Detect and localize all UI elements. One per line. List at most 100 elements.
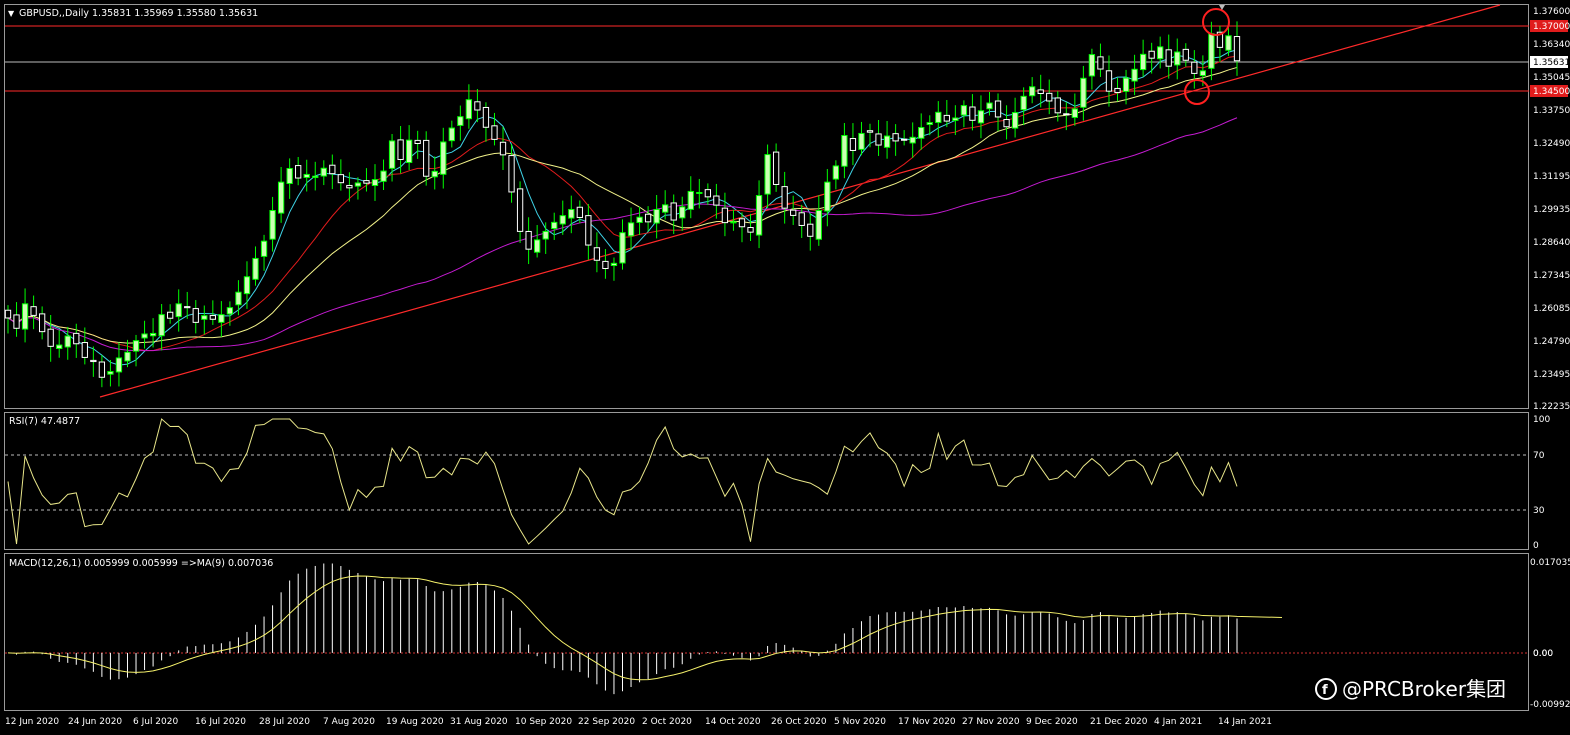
- candle: [388, 134, 396, 182]
- candle: [81, 327, 88, 365]
- macd-panel[interactable]: MACD(12,26,1) 0.005999 0.005999 =>MA(9) …: [5, 558, 1570, 710]
- candle: [13, 302, 20, 337]
- candle: [1097, 43, 1104, 77]
- rsi-tick: 70: [1533, 451, 1545, 461]
- time-tick: 14 Jan 2021: [1218, 717, 1272, 727]
- candle: [969, 94, 976, 131]
- time-tick: 2 Oct 2020: [642, 717, 692, 727]
- candle: [90, 346, 97, 377]
- candle: [679, 196, 686, 231]
- candle: [329, 154, 336, 190]
- candle: [397, 125, 404, 174]
- candle: [832, 160, 840, 190]
- candle: [499, 126, 507, 171]
- candle: [1105, 55, 1113, 107]
- candle: [440, 127, 447, 189]
- candle: [423, 131, 430, 186]
- macd-histogram: [16, 563, 1238, 695]
- candle: [1182, 43, 1189, 67]
- candle: [1020, 87, 1027, 126]
- candle: [807, 213, 814, 251]
- price-tick: 1.22235: [1533, 402, 1570, 412]
- candle: [516, 181, 524, 243]
- highlight-circle-top: [1202, 8, 1230, 36]
- candle: [286, 158, 293, 199]
- candle: [56, 330, 63, 358]
- macd-header: MACD(12,26,1) 0.005999 0.005999 =>MA(9) …: [9, 558, 273, 569]
- candle: [636, 206, 643, 236]
- candle: [30, 295, 37, 330]
- candle: [491, 112, 498, 146]
- candle: [653, 195, 660, 239]
- price-tick: 1.36340: [1533, 40, 1570, 50]
- candle: [858, 121, 865, 156]
- price-tick: 1.35045: [1533, 73, 1570, 83]
- candle: [1157, 36, 1164, 69]
- candle: [226, 301, 234, 326]
- dropdown-arrow-icon[interactable]: ▼: [8, 9, 15, 18]
- candle: [627, 207, 635, 251]
- candle: [192, 300, 199, 334]
- price-tick: 1.27345: [1533, 271, 1570, 281]
- candle: [798, 204, 805, 239]
- main-price-panel[interactable]: 1.37600 1.36340 1.35045 1.33750 1.32490 …: [4, 4, 1570, 412]
- macd-zero-label: 0.00: [1533, 649, 1553, 659]
- weibo-logo-icon: [1315, 678, 1337, 700]
- candle: [1037, 74, 1044, 108]
- candle: [1139, 39, 1147, 77]
- moving-averages: [7, 49, 1238, 366]
- support-price-text: 1.34500: [1533, 87, 1570, 97]
- resistance-price-text: 1.37000: [1533, 22, 1570, 32]
- candle: [568, 195, 575, 234]
- candle: [1122, 69, 1130, 105]
- candle: [713, 183, 720, 219]
- candle: [994, 93, 1002, 132]
- rsi-line: [7, 418, 1238, 545]
- candle: [431, 156, 438, 190]
- candle: [730, 209, 737, 231]
- candle: [1165, 34, 1172, 79]
- watermark: f @PRCBroker集团: [1315, 677, 1506, 701]
- candle: [1174, 38, 1181, 80]
- candle: [346, 172, 353, 202]
- macd-tick: -0.00992: [1530, 700, 1570, 710]
- price-axis: 1.37600 1.36340 1.35045 1.33750 1.32490 …: [1533, 7, 1570, 412]
- candle: [977, 95, 985, 139]
- time-tick: 5 Nov 2020: [834, 717, 886, 727]
- trendline[interactable]: [99, 4, 1501, 398]
- rsi-tick: 30: [1533, 506, 1545, 516]
- candle: [141, 320, 148, 349]
- candle: [482, 102, 490, 142]
- candle: [132, 334, 140, 367]
- time-tick: 31 Aug 2020: [450, 717, 508, 727]
- candle: [952, 105, 959, 136]
- time-tick: 17 Nov 2020: [898, 717, 956, 727]
- candle: [337, 159, 344, 191]
- candle: [909, 122, 916, 158]
- time-tick: 14 Oct 2020: [705, 717, 761, 727]
- candle: [98, 355, 106, 388]
- candle: [542, 222, 549, 254]
- highlight-circle-bottom: [1184, 79, 1210, 105]
- candle: [1088, 48, 1096, 90]
- rsi-tick: 100: [1533, 415, 1550, 425]
- candle: [534, 225, 541, 258]
- time-axis: 12 Jun 2020 24 Jun 2020 6 Jul 2020 16 Ju…: [5, 717, 1272, 727]
- candle: [448, 120, 455, 148]
- candle: [320, 160, 327, 186]
- candle: [824, 169, 831, 227]
- rsi-panel[interactable]: RSI(7) 47.4877 100 70 30 0: [5, 415, 1550, 551]
- main-panel-frame: [4, 4, 1529, 409]
- candle: [149, 318, 157, 348]
- candle: [610, 257, 618, 281]
- candle: [1114, 77, 1121, 102]
- candle: [269, 196, 276, 252]
- candle: [1131, 54, 1138, 96]
- time-tick: 19 Aug 2020: [386, 717, 444, 727]
- macd-tick: 0.017035: [1530, 558, 1570, 568]
- resistance-price-label: 1.37000: [1530, 20, 1570, 32]
- price-tick: 1.31195: [1533, 172, 1570, 182]
- ma-fast-line: [7, 49, 1238, 366]
- time-tick: 7 Aug 2020: [323, 717, 375, 727]
